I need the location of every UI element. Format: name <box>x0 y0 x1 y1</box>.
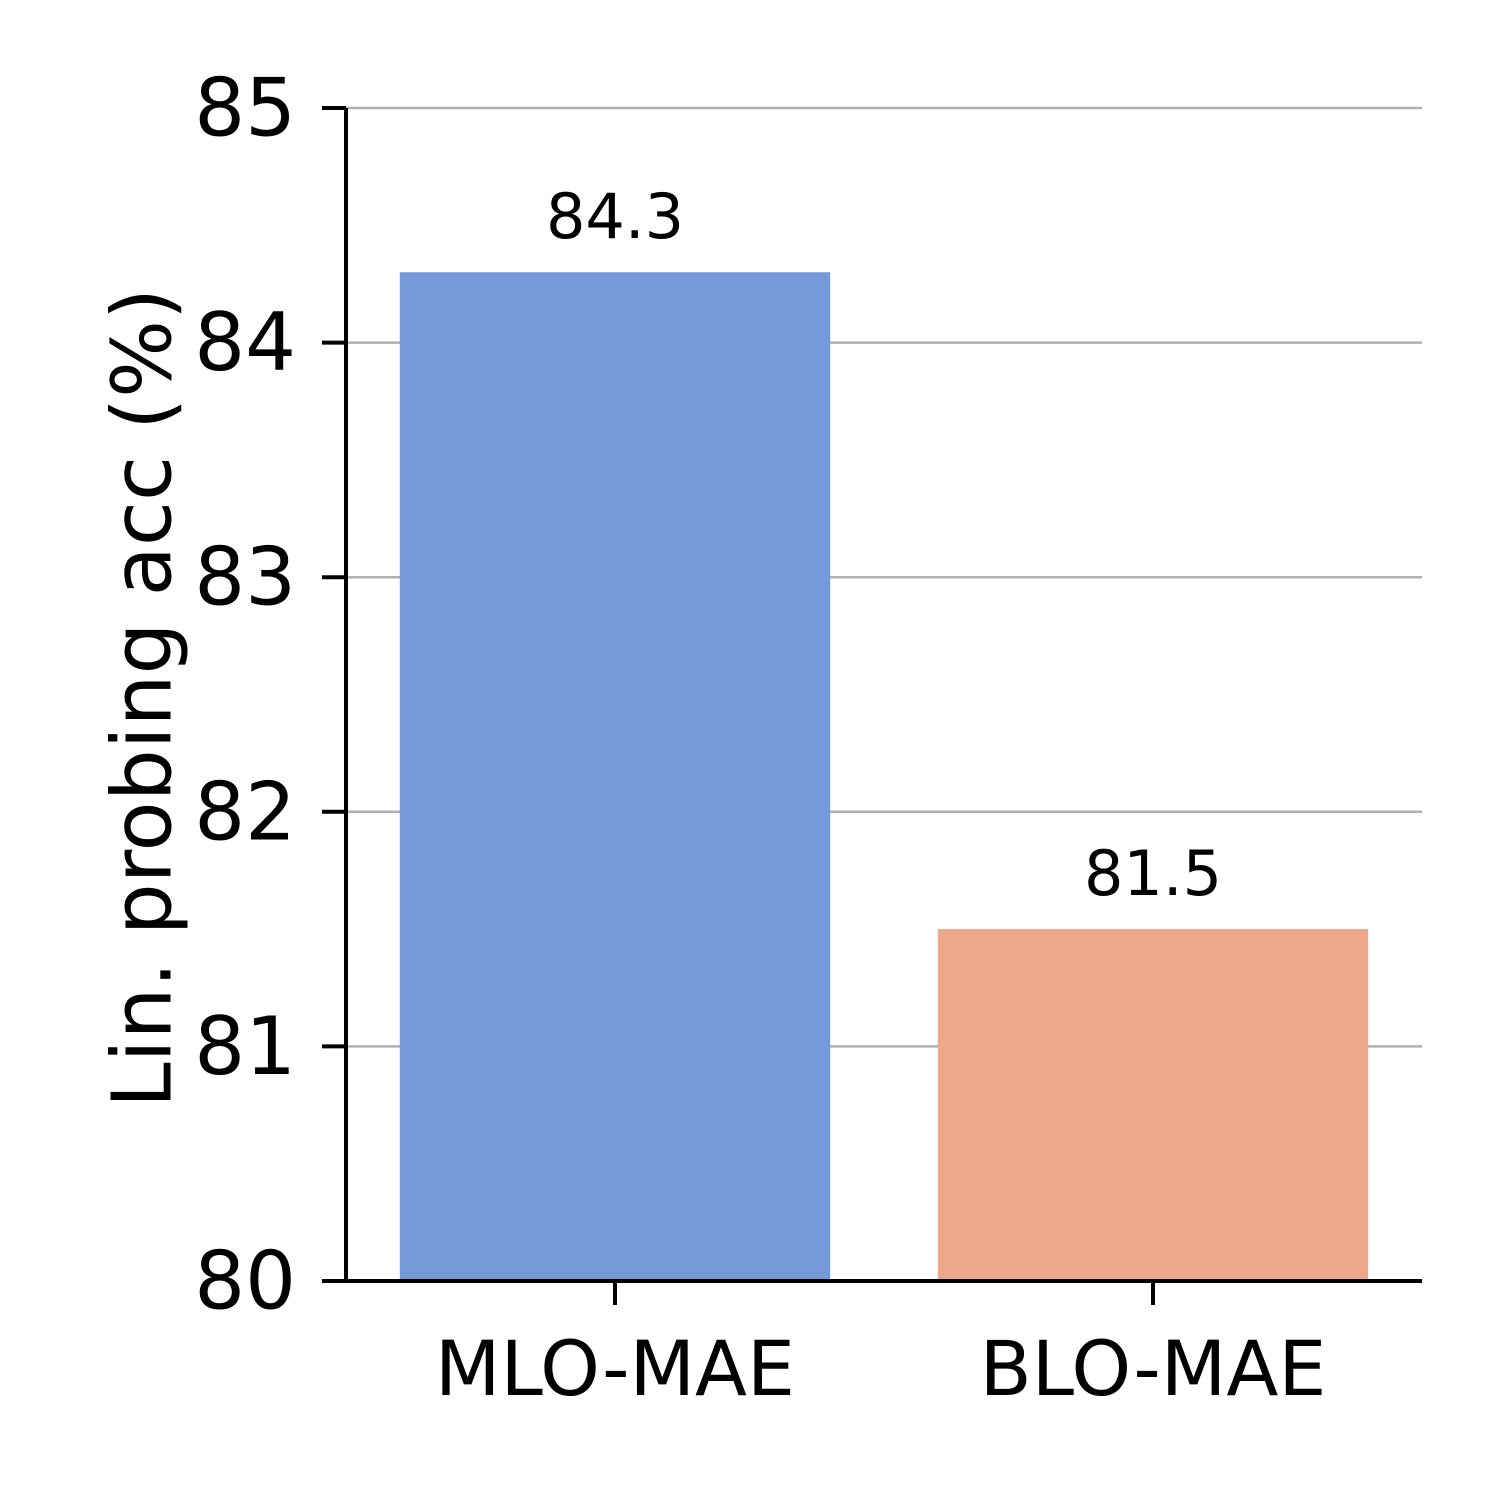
bar <box>399 272 831 1282</box>
y-tick-label: 80 <box>194 1235 296 1328</box>
x-tick-label: BLO-MAE <box>980 1324 1327 1413</box>
x-tick-label: MLO-MAE <box>435 1324 795 1413</box>
bar-value-label: 84.3 <box>546 180 684 253</box>
bars <box>399 272 1369 1282</box>
x-ticks: MLO-MAE BLO-MAE <box>435 1281 1326 1413</box>
y-tick-label: 84 <box>194 296 296 389</box>
axes <box>344 108 1422 1283</box>
y-tick-label: 85 <box>194 62 296 155</box>
y-tick-label: 83 <box>194 531 296 624</box>
bar <box>937 929 1369 1281</box>
bar-value-label: 81.5 <box>1084 837 1222 910</box>
y-axis-title: Lin. probing acc (%) <box>95 288 190 1108</box>
y-tick-label: 81 <box>194 1000 296 1093</box>
y-ticks: 80 81 82 83 84 85 <box>194 62 346 1328</box>
data-labels: 84.3 81.5 <box>546 180 1222 910</box>
y-tick-label: 82 <box>194 765 296 858</box>
